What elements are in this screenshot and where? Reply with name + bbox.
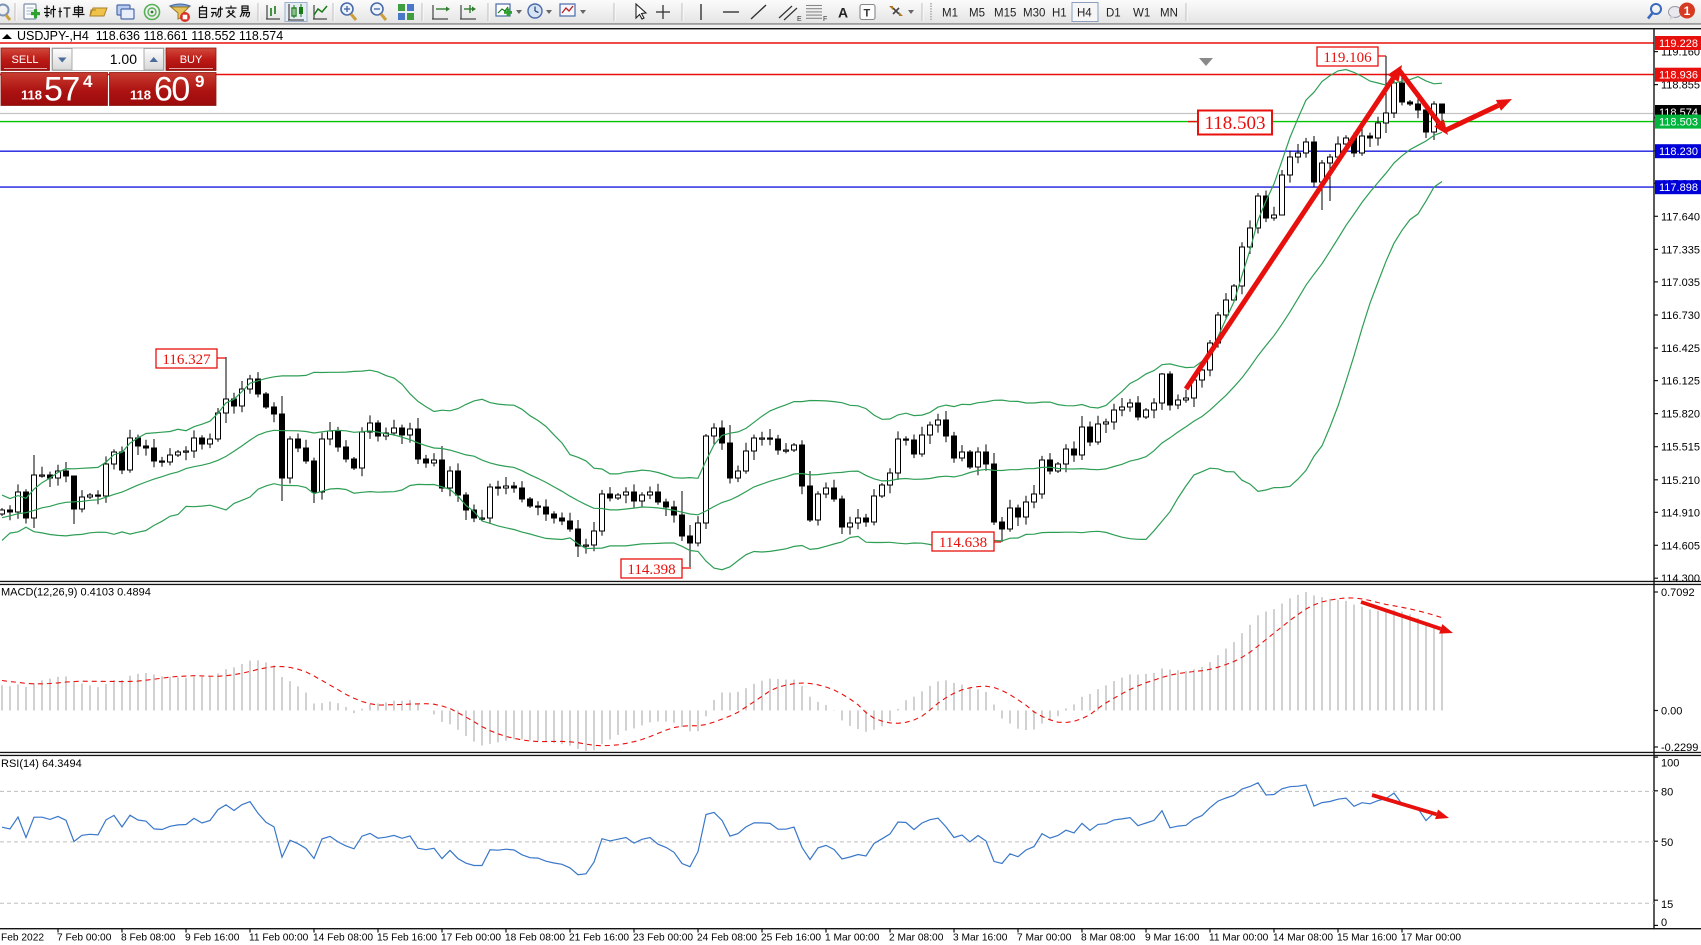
svg-text:118.936: 118.936 bbox=[1659, 70, 1698, 82]
svg-text:118.230: 118.230 bbox=[1659, 146, 1698, 158]
svg-text:0: 0 bbox=[1661, 917, 1667, 929]
svg-text:0.7092: 0.7092 bbox=[1661, 587, 1695, 599]
svg-text:15 Feb 16:00: 15 Feb 16:00 bbox=[377, 933, 437, 944]
svg-text:24 Feb 08:00: 24 Feb 08:00 bbox=[697, 933, 757, 944]
svg-text:114.300: 114.300 bbox=[1661, 573, 1700, 585]
svg-text:116.327: 116.327 bbox=[162, 352, 211, 368]
svg-text:BUY: BUY bbox=[180, 54, 203, 66]
svg-text:1.00: 1.00 bbox=[110, 51, 137, 67]
svg-text:17 Mar 00:00: 17 Mar 00:00 bbox=[1401, 933, 1461, 944]
svg-text:D1: D1 bbox=[1106, 8, 1121, 20]
svg-text:117.640: 117.640 bbox=[1661, 211, 1700, 223]
svg-text:MACD(12,26,9) 0.4103 0.4894: MACD(12,26,9) 0.4103 0.4894 bbox=[1, 587, 151, 599]
svg-text:4: 4 bbox=[83, 72, 93, 91]
svg-text:RSI(14) 64.3494: RSI(14) 64.3494 bbox=[1, 758, 82, 770]
svg-text:57: 57 bbox=[44, 71, 79, 109]
svg-text:60: 60 bbox=[154, 71, 189, 109]
svg-text:M30: M30 bbox=[1023, 8, 1045, 20]
svg-text:M1: M1 bbox=[942, 8, 958, 20]
svg-text:116.730: 116.730 bbox=[1661, 310, 1700, 322]
svg-text:9 Feb 16:00: 9 Feb 16:00 bbox=[185, 933, 240, 944]
svg-text:114.398: 114.398 bbox=[627, 562, 675, 578]
svg-text:F: F bbox=[823, 16, 827, 23]
svg-text:117.035: 117.035 bbox=[1661, 277, 1700, 289]
svg-text:14 Mar 08:00: 14 Mar 08:00 bbox=[1273, 933, 1333, 944]
svg-text:3 Mar 16:00: 3 Mar 16:00 bbox=[953, 933, 1008, 944]
svg-text:M5: M5 bbox=[969, 8, 985, 20]
svg-text:9: 9 bbox=[195, 72, 204, 91]
svg-text:Feb 2022: Feb 2022 bbox=[1, 933, 44, 944]
svg-text:W1: W1 bbox=[1133, 8, 1150, 20]
svg-text:A: A bbox=[838, 5, 848, 21]
svg-text:115.210: 115.210 bbox=[1661, 475, 1700, 487]
svg-text:E: E bbox=[797, 16, 802, 23]
svg-text:11 Feb 00:00: 11 Feb 00:00 bbox=[249, 933, 309, 944]
svg-text:15: 15 bbox=[1661, 899, 1673, 911]
svg-text:1: 1 bbox=[1684, 4, 1691, 18]
svg-text:T: T bbox=[864, 8, 871, 20]
svg-text:M15: M15 bbox=[994, 8, 1016, 20]
svg-text:8 Mar 08:00: 8 Mar 08:00 bbox=[1081, 933, 1136, 944]
svg-text:8 Feb 08:00: 8 Feb 08:00 bbox=[121, 933, 176, 944]
svg-text:7 Mar 00:00: 7 Mar 00:00 bbox=[1017, 933, 1072, 944]
svg-text:118.503: 118.503 bbox=[1204, 113, 1265, 134]
svg-text:21 Feb 16:00: 21 Feb 16:00 bbox=[569, 933, 629, 944]
svg-text:115.820: 115.820 bbox=[1661, 409, 1700, 421]
svg-text:18 Feb 08:00: 18 Feb 08:00 bbox=[505, 933, 565, 944]
svg-text:MN: MN bbox=[1160, 8, 1178, 20]
svg-text:25 Feb 16:00: 25 Feb 16:00 bbox=[761, 933, 821, 944]
svg-text:1 Mar 00:00: 1 Mar 00:00 bbox=[825, 933, 880, 944]
svg-text:114.638: 114.638 bbox=[939, 535, 987, 551]
svg-text:118: 118 bbox=[130, 88, 151, 103]
svg-text:115.515: 115.515 bbox=[1661, 442, 1700, 454]
svg-text:9 Mar 16:00: 9 Mar 16:00 bbox=[1145, 933, 1200, 944]
svg-text:117.335: 117.335 bbox=[1661, 244, 1700, 256]
svg-text:-0.2299: -0.2299 bbox=[1661, 742, 1698, 754]
svg-text:17 Feb 00:00: 17 Feb 00:00 bbox=[441, 933, 501, 944]
svg-text:100: 100 bbox=[1661, 758, 1679, 770]
svg-text:116.425: 116.425 bbox=[1661, 343, 1700, 355]
svg-text:50: 50 bbox=[1661, 837, 1673, 849]
svg-text:14 Feb 08:00: 14 Feb 08:00 bbox=[313, 933, 373, 944]
svg-text:114.910: 114.910 bbox=[1661, 507, 1700, 519]
svg-text:114.605: 114.605 bbox=[1661, 540, 1700, 552]
svg-text:118.503: 118.503 bbox=[1659, 117, 1698, 129]
svg-text:15 Mar 16:00: 15 Mar 16:00 bbox=[1337, 933, 1397, 944]
svg-text:118: 118 bbox=[21, 88, 42, 103]
svg-text:7 Feb 00:00: 7 Feb 00:00 bbox=[57, 933, 112, 944]
svg-text:SELL: SELL bbox=[12, 54, 39, 66]
svg-text:H4: H4 bbox=[1077, 8, 1092, 20]
svg-text:116.125: 116.125 bbox=[1661, 376, 1700, 388]
svg-text:80: 80 bbox=[1661, 786, 1673, 798]
svg-text:2 Mar 08:00: 2 Mar 08:00 bbox=[889, 933, 944, 944]
svg-text:23 Feb 00:00: 23 Feb 00:00 bbox=[633, 933, 693, 944]
svg-text:119.106: 119.106 bbox=[1323, 50, 1372, 66]
svg-text:H1: H1 bbox=[1052, 8, 1067, 20]
svg-text:117.898: 117.898 bbox=[1659, 182, 1698, 194]
svg-text:0.00: 0.00 bbox=[1661, 706, 1682, 718]
svg-text:11 Mar 00:00: 11 Mar 00:00 bbox=[1209, 933, 1269, 944]
svg-text:USDJPY-,H4 118.636 118.661 11: USDJPY-,H4 118.636 118.661 118.552 118.5… bbox=[17, 29, 283, 43]
svg-text:118.855: 118.855 bbox=[1661, 80, 1700, 92]
svg-text:119.228: 119.228 bbox=[1659, 38, 1698, 50]
